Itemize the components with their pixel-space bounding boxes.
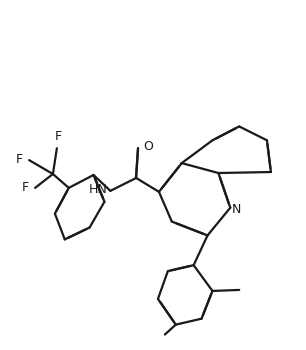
Text: O: O	[143, 140, 153, 153]
Text: F: F	[54, 130, 62, 143]
Text: HN: HN	[89, 183, 107, 196]
Text: N: N	[232, 203, 241, 216]
Text: F: F	[16, 153, 23, 166]
Text: F: F	[22, 181, 29, 194]
